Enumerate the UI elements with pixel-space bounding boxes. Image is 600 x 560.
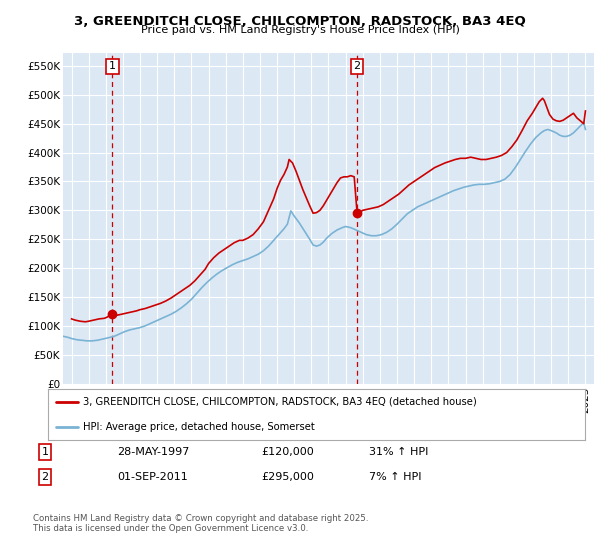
Text: 31% ↑ HPI: 31% ↑ HPI <box>369 447 428 457</box>
Text: 7% ↑ HPI: 7% ↑ HPI <box>369 472 421 482</box>
Text: 1: 1 <box>109 62 116 72</box>
Text: £120,000: £120,000 <box>261 447 314 457</box>
Text: 01-SEP-2011: 01-SEP-2011 <box>117 472 188 482</box>
Text: 3, GREENDITCH CLOSE, CHILCOMPTON, RADSTOCK, BA3 4EQ (detached house): 3, GREENDITCH CLOSE, CHILCOMPTON, RADSTO… <box>83 397 476 407</box>
Text: 3, GREENDITCH CLOSE, CHILCOMPTON, RADSTOCK, BA3 4EQ: 3, GREENDITCH CLOSE, CHILCOMPTON, RADSTO… <box>74 15 526 27</box>
Text: £295,000: £295,000 <box>261 472 314 482</box>
Text: Price paid vs. HM Land Registry's House Price Index (HPI): Price paid vs. HM Land Registry's House … <box>140 25 460 35</box>
Text: Contains HM Land Registry data © Crown copyright and database right 2025.
This d: Contains HM Land Registry data © Crown c… <box>33 514 368 534</box>
Text: 2: 2 <box>353 62 361 72</box>
Text: 2: 2 <box>41 472 49 482</box>
Text: 28-MAY-1997: 28-MAY-1997 <box>117 447 190 457</box>
Text: HPI: Average price, detached house, Somerset: HPI: Average price, detached house, Some… <box>83 422 314 432</box>
Text: 1: 1 <box>41 447 49 457</box>
